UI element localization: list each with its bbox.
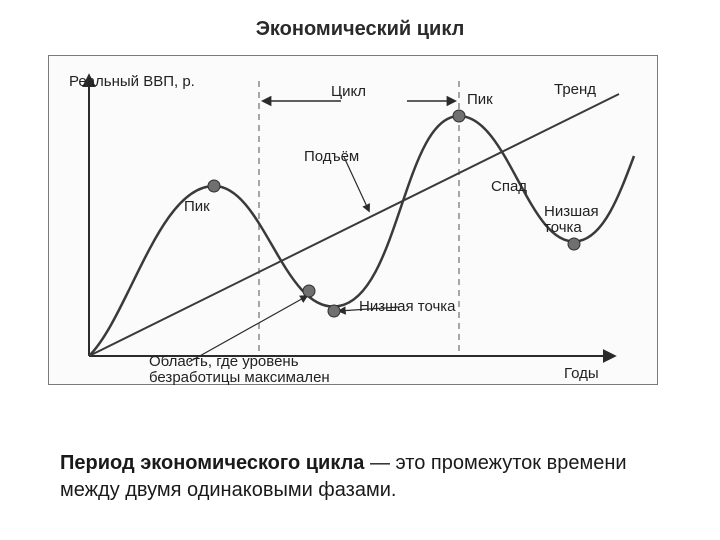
marker-trough1 [328,305,340,317]
marker-unemp [303,285,315,297]
page-root: Экономический цикл Реальный ВВП, р. Годы Ц… [0,0,720,540]
cycle-curve [89,116,634,356]
svg-text:Низшаяточка: Низшаяточка [544,203,599,236]
chart-title: Экономический цикл [0,0,720,41]
svg-text:Подъём: Подъём [304,148,359,165]
trend-line [89,94,619,356]
marker-peak1 [208,180,220,192]
chart-frame: Реальный ВВП, р. Годы Цикл Пик Пик Тренд Подъё… [48,55,658,385]
leader-line [344,157,369,211]
svg-text:Область, где уровеньбезработиц: Область, где уровеньбезработицы максимал… [149,353,330,386]
economic-cycle-chart: Реальный ВВП, р. Годы Цикл Пик Пик Тренд Подъё… [49,56,659,386]
svg-text:Тренд: Тренд [554,81,596,98]
marker-peak2 [453,110,465,122]
svg-text:Пик: Пик [184,198,210,215]
caption-bold: Период экономического цикла [60,452,364,474]
svg-text:Спад: Спад [491,178,527,195]
caption-text: Период экономического цикла — это промеж… [60,450,660,504]
marker-trough2 [568,238,580,250]
svg-text:Цикл: Цикл [331,83,366,100]
svg-text:Реальный ВВП, р.: Реальный ВВП, р. [69,73,195,90]
svg-text:Годы: Годы [564,365,599,382]
svg-text:Пик: Пик [467,91,493,108]
svg-text:Низшая точка: Низшая точка [359,298,456,315]
